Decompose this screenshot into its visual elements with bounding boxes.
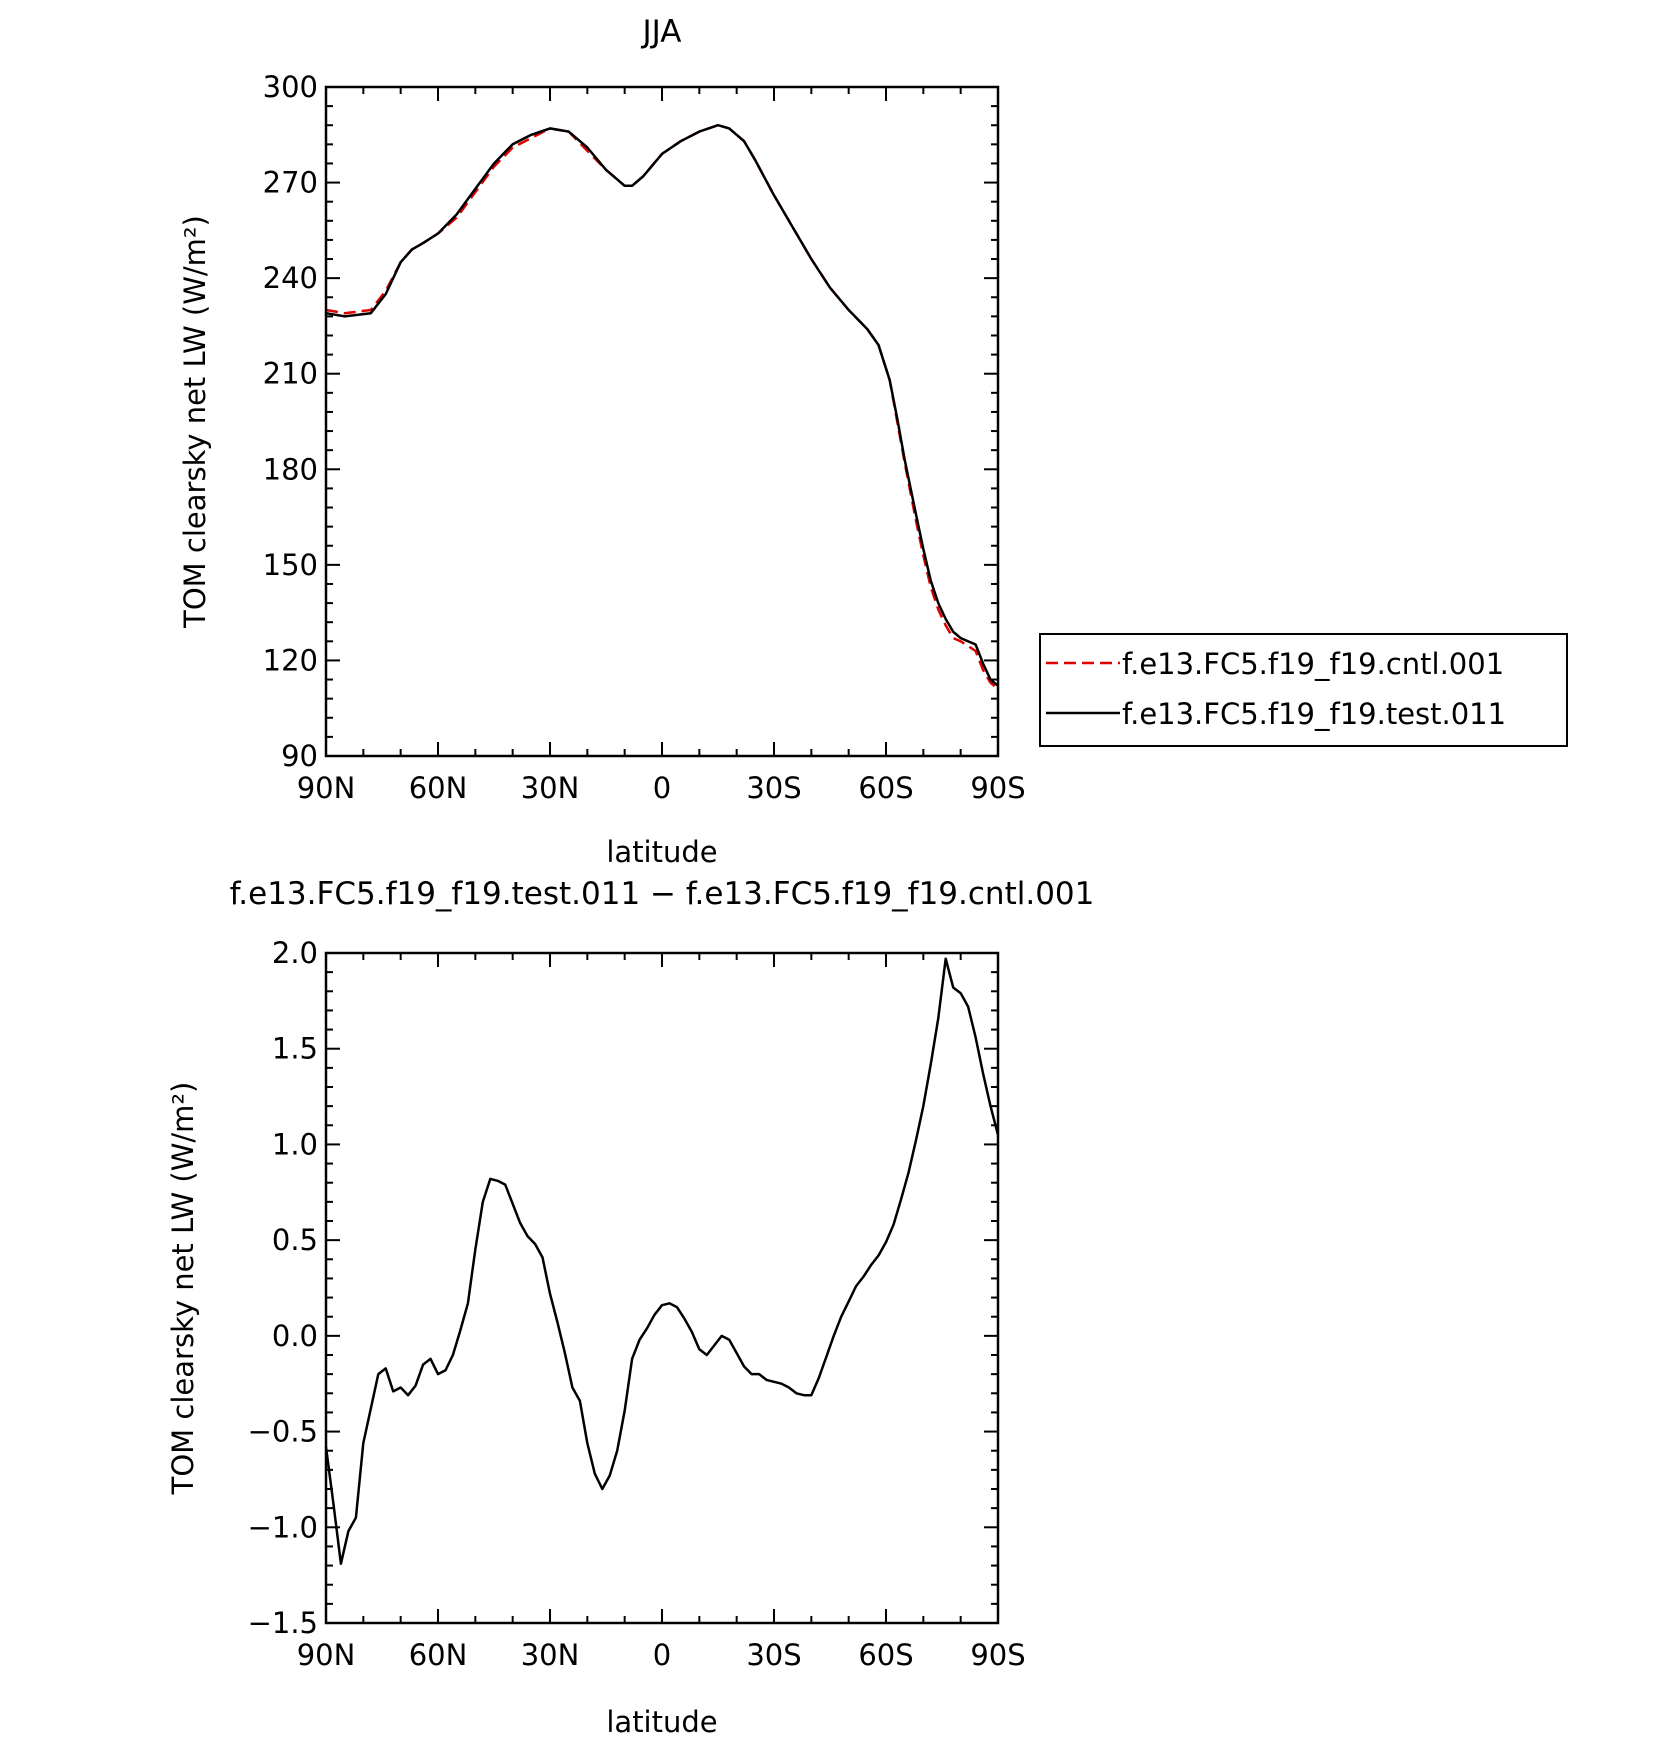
x-tick-label: 60N	[409, 1638, 468, 1672]
y-tick-label: 1.0	[272, 1127, 318, 1161]
top-chart-xlabel: latitude	[606, 835, 717, 869]
x-tick-label: 90S	[970, 1638, 1025, 1672]
difference-line	[324, 957, 1000, 1565]
y-tick-label: 0.5	[272, 1223, 318, 1257]
top-chart-ylabel: TOM clearsky net LW (W/m²)	[178, 215, 212, 629]
x-tick-label: 90S	[970, 771, 1025, 805]
top-chart: JJA 90N 60N 30N 0 30S 60S 90S 90 120 150 180 210 240…	[178, 14, 1026, 869]
y-tick-label: −1.0	[248, 1510, 318, 1544]
x-tick-label: 60N	[409, 771, 468, 805]
legend-box	[1039, 633, 1568, 747]
top-chart-title: JJA	[641, 14, 682, 50]
x-tick-label: 0	[653, 1638, 671, 1672]
y-tick-label: 210	[263, 357, 318, 391]
y-tick-label: 90	[281, 739, 318, 773]
y-tick-label: −0.5	[248, 1415, 318, 1449]
series-line-test	[325, 123, 999, 687]
y-tick-label: 270	[263, 166, 318, 200]
x-tick-label: 60S	[858, 1638, 913, 1672]
top-chart-series	[325, 123, 999, 691]
y-tick-label: 180	[263, 452, 318, 486]
y-tick-label: 1.5	[272, 1032, 318, 1066]
y-tick-label: 2.0	[272, 936, 318, 970]
bottom-chart-ticks: 90N 60N 30N 0 30S 60S 90S −1.5 −1.0 −0.5 0.0 0.5 1.0…	[248, 936, 1026, 1672]
x-tick-label: 30N	[521, 1638, 580, 1672]
bottom-chart-ylabel: TOM clearsky net LW (W/m²)	[166, 1082, 200, 1496]
top-chart-ticks: 90N 60N 30N 0 30S 60S 90S 90 120 150 180 210 240 270 3…	[263, 70, 1026, 805]
y-tick-label: 240	[263, 261, 318, 295]
bottom-chart-xlabel: latitude	[606, 1705, 717, 1739]
y-tick-label: 300	[263, 70, 318, 104]
series-line-cntl	[325, 123, 999, 691]
legend: f.e13.FC5.f19_f19.cntl.001 f.e13.FC5.f19…	[1039, 633, 1568, 747]
y-tick-label: 0.0	[272, 1319, 318, 1353]
y-tick-label: −1.5	[248, 1606, 318, 1640]
x-tick-label: 90N	[297, 771, 356, 805]
x-tick-label: 60S	[858, 771, 913, 805]
x-tick-label: 30S	[746, 1638, 801, 1672]
x-tick-label: 30S	[746, 771, 801, 805]
x-tick-label: 90N	[297, 1638, 356, 1672]
top-chart-frame	[324, 85, 1000, 758]
y-tick-label: 150	[263, 548, 318, 582]
x-tick-label: 0	[653, 771, 671, 805]
bottom-chart-series	[324, 957, 1000, 1565]
bottom-chart: f.e13.FC5.f19_f19.test.011 − f.e13.FC5.f…	[166, 876, 1094, 1739]
bottom-chart-title: f.e13.FC5.f19_f19.test.011 − f.e13.FC5.f…	[230, 876, 1095, 912]
y-tick-label: 120	[263, 643, 318, 677]
legend-label-cntl: f.e13.FC5.f19_f19.cntl.001	[1122, 647, 1504, 681]
x-tick-label: 30N	[521, 771, 580, 805]
legend-label-test: f.e13.FC5.f19_f19.test.011	[1122, 697, 1506, 731]
bottom-chart-frame	[324, 951, 1000, 1625]
